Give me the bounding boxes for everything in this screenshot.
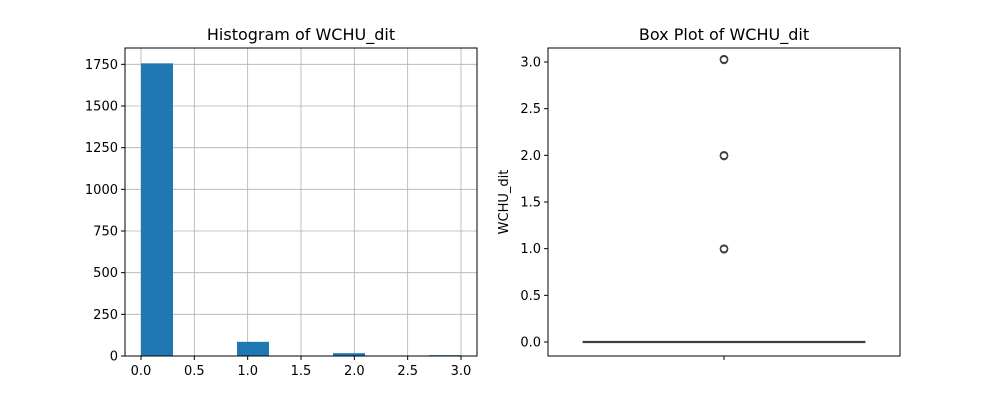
histogram-y-tick-label: 0 <box>110 350 118 365</box>
histogram-y-tick-label: 500 <box>93 266 118 281</box>
histogram-y-tick-label: 1250 <box>85 141 118 156</box>
histogram-x-ticks: 0.0 0.5 1.0 1.5 2.0 2.5 3.0 <box>131 356 472 379</box>
histogram-x-tick-label: 1.5 <box>291 364 312 379</box>
boxplot-y-tick-label: 3.0 <box>520 56 541 71</box>
boxplot-y-tick-label: 2.0 <box>520 149 541 164</box>
histogram-y-tick-label: 750 <box>93 225 118 240</box>
boxplot-y-tick-label: 1.0 <box>520 242 541 257</box>
histogram-x-tick-label: 3.0 <box>451 364 472 379</box>
histogram-y-tick-label: 1000 <box>85 183 118 198</box>
histogram-x-tick-label: 2.0 <box>344 364 365 379</box>
histogram-x-tick-label: 0.0 <box>131 364 152 379</box>
histogram-bar <box>141 63 173 356</box>
boxplot-title: Box Plot of WCHU_dit <box>639 25 809 45</box>
histogram-x-tick-label: 2.5 <box>397 364 418 379</box>
boxplot-outlier-point <box>719 151 729 161</box>
histogram-x-tick-label: 1.0 <box>237 364 258 379</box>
boxplot-y-tick-label: 1.5 <box>520 196 541 211</box>
histogram-y-tick-label: 1500 <box>85 100 118 115</box>
histogram-bar <box>237 341 269 356</box>
boxplot-y-ticks: 0.0 0.5 1.0 1.5 2.0 2.5 3.0 <box>520 56 548 351</box>
histogram-y-tick-label: 250 <box>93 308 118 323</box>
boxplot-y-tick-label: 0.5 <box>520 289 541 304</box>
histogram-title: Histogram of WCHU_dit <box>207 25 395 45</box>
boxplot-y-tick-label: 2.5 <box>520 102 541 117</box>
boxplot-elements <box>582 54 866 344</box>
histogram-y-tick-label: 1750 <box>85 58 118 73</box>
boxplot-outlier-point <box>719 55 729 65</box>
boxplot-y-tick-label: 0.0 <box>520 336 541 351</box>
histogram-y-ticks: 0 250 500 750 1000 1250 1500 1750 <box>85 58 125 365</box>
histogram-panel: 0.0 0.5 1.0 1.5 2.0 2.5 3.0 0 250 500 750 1000 1250… <box>85 25 478 379</box>
boxplot-y-axis-label: WCHU_dit <box>497 170 512 235</box>
histogram-bar <box>333 353 365 356</box>
boxplot-panel: 0.0 0.5 1.0 1.5 2.0 2.5 3.0 Box Plot of WCHU_d… <box>497 25 901 360</box>
histogram-x-tick-label: 0.5 <box>184 364 205 379</box>
boxplot-outlier-point <box>719 245 729 254</box>
histogram-bars <box>141 63 461 356</box>
